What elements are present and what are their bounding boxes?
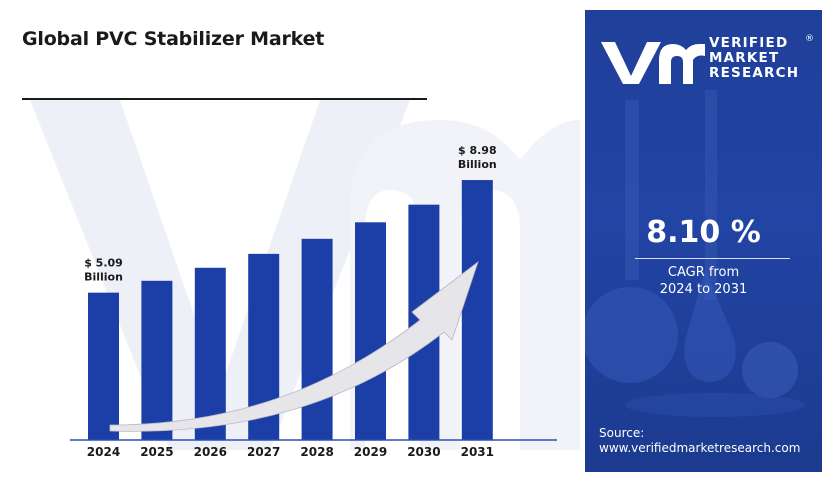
data-label: Billion: [84, 271, 123, 284]
bar-2025: [141, 280, 173, 440]
cagr-label: CAGR from 2024 to 2031: [659, 265, 748, 297]
x-tick-label: 2025: [140, 445, 173, 459]
x-tick-label: 2031: [461, 445, 494, 459]
x-tick-label: 2028: [300, 445, 333, 459]
chart-title: Global PVC Stabilizer Market: [22, 28, 325, 50]
growth-arrow: [109, 260, 479, 432]
bar-2029: [355, 222, 386, 440]
cagr-panel: VERIFIED MARKET RESEARCH ® 8.10 % CAGR f…: [585, 10, 822, 472]
x-tick-label: 2026: [194, 445, 227, 459]
registered-mark: ®: [805, 34, 814, 44]
source-note: Source: www.verifiedmarketresearch.com: [599, 426, 801, 455]
lab-glassware-background: [585, 90, 805, 417]
cagr-value: 8.10 %: [646, 215, 761, 250]
logo-watermark: [30, 100, 580, 450]
bar-2024: [88, 292, 119, 440]
title-divider: [22, 98, 427, 100]
source-link[interactable]: www.verifiedmarketresearch.com: [599, 441, 801, 455]
x-tick-label: 2030: [407, 445, 440, 459]
data-label: $ 8.98: [458, 144, 497, 157]
data-label: $ 5.09: [84, 257, 123, 270]
bar-2031: [461, 180, 493, 441]
bar-2026: [194, 267, 226, 440]
bar-chart: 2024 2025 2026 2027 2028 2029 2030 2031 $ 5.09B…: [70, 144, 557, 459]
x-tick-label: 2027: [247, 445, 280, 459]
brand-name: VERIFIED MARKET RESEARCH: [709, 35, 800, 81]
vmr-logo: [601, 42, 705, 84]
x-tick-label: 2029: [354, 445, 387, 459]
x-tick-label: 2024: [87, 445, 120, 459]
cagr-divider: [635, 258, 790, 259]
bar-2028: [301, 238, 333, 440]
data-label: Billion: [458, 158, 497, 171]
